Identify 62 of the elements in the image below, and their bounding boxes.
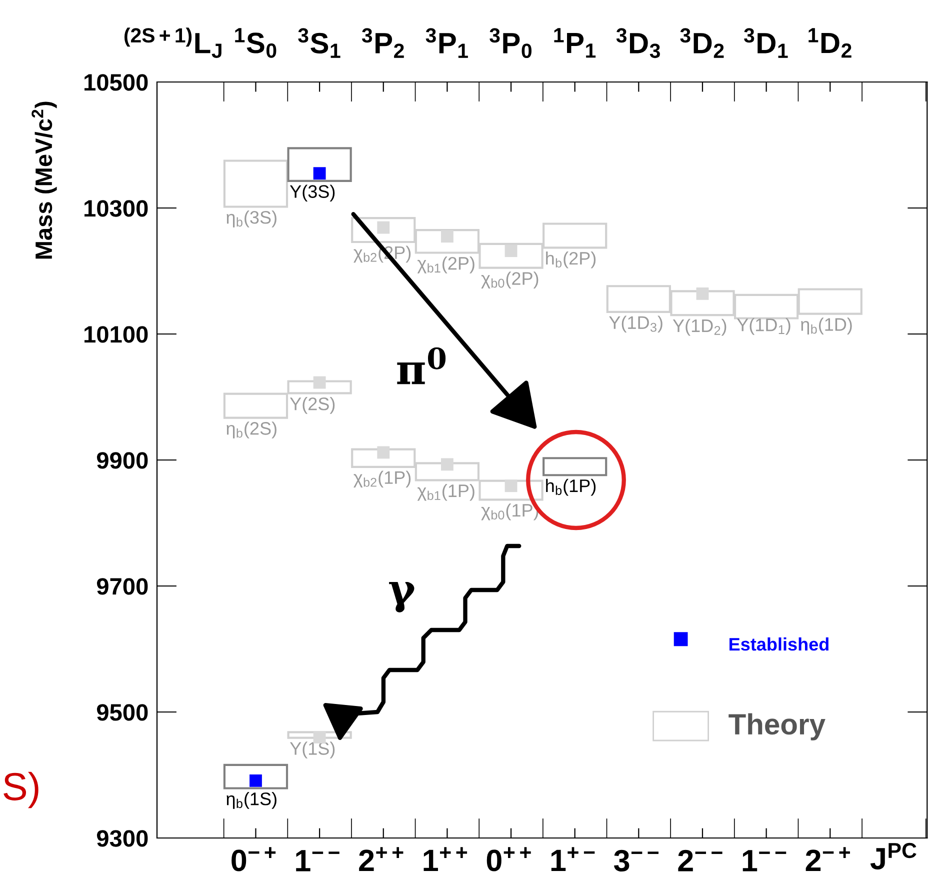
- annotation: h$_{b}$(2P): [546, 251, 596, 268]
- x-tick-label: 0$^{−+}$: [232, 847, 276, 872]
- point: [377, 221, 390, 234]
- text: $^{1}$P$_{1}$: [554, 28, 596, 58]
- y-tick-label: 10500: [84, 74, 148, 91]
- y-axis-title: Mass (MeV/c$^{2}$): [32, 102, 57, 259]
- annotation: η$_{b}$(2S): [226, 422, 276, 438]
- text: S): [4, 772, 38, 808]
- x-tick-label: 1$^{−−}$: [296, 850, 340, 872]
- point: [250, 774, 262, 787]
- legend-label: Established: [730, 637, 828, 651]
- text: $^{1}$S$_{0}$: [235, 28, 276, 58]
- annotation: η$_{b}$(1D): [801, 318, 852, 334]
- point: [313, 167, 326, 180]
- point: [440, 230, 454, 243]
- y-tick-label: 9700: [96, 578, 148, 595]
- y-tick-label: 10100: [84, 326, 148, 343]
- text: $^{3}$P$_{2}$: [362, 28, 404, 58]
- x-tick-label: 0$^{++}$: [486, 847, 531, 872]
- x-tick-label: 2$^{++}$: [359, 847, 404, 871]
- legend-label: Theory: [728, 713, 826, 740]
- annotation: γ: [389, 582, 414, 612]
- x-tick-label: 3$^{−−}$: [614, 850, 658, 872]
- annotation: Υ(1D$_{1}$): [737, 318, 790, 335]
- point: [440, 458, 454, 471]
- annotation: χ$_{b1}$(1P): [417, 484, 474, 501]
- x-tick-label: 1$^{−−}$: [742, 850, 786, 872]
- annotation: Υ(3S): [290, 184, 335, 202]
- annotation: π$^{0}$: [397, 347, 446, 384]
- text: $^{3}$D$_{1}$: [744, 28, 788, 58]
- text: $^{(2S+1)}$L$_{J}$: [124, 28, 222, 58]
- y-tick-label: 9300: [96, 830, 148, 847]
- annotation: η$_{b}$(1S): [226, 792, 276, 809]
- annotation: χ$_{b1}$(2P): [417, 256, 474, 274]
- annotation: Υ(2S): [290, 397, 335, 414]
- text: $^{3}$P$_{0}$: [490, 28, 532, 58]
- point: [504, 480, 518, 492]
- text: $^{3}$P$_{1}$: [426, 28, 468, 58]
- point: [377, 446, 390, 459]
- annotation: Υ(1D$_{2}$): [672, 318, 726, 336]
- x-tick-label: 2$^{−+}$: [806, 847, 850, 871]
- annotation: h$_{b}$(1P): [546, 478, 596, 496]
- point: [504, 244, 518, 258]
- point: [313, 376, 326, 389]
- annotation: Υ(1S): [290, 742, 335, 758]
- text: $^{3}$D$_{2}$: [680, 28, 724, 58]
- text: $^{1}$D$_{2}$: [808, 28, 852, 58]
- x-tick-label: 1$^{+−}$: [551, 847, 595, 871]
- y-tick-label: 10300: [84, 200, 148, 217]
- annotation: χ$_{b2}$(1P): [354, 470, 411, 488]
- text: $^{3}$D$_{3}$: [616, 28, 660, 58]
- x-tick-label: 1$^{++}$: [424, 847, 468, 871]
- text: $^{3}$S$_{1}$: [298, 28, 340, 58]
- x-tick-label: 2$^{−−}$: [678, 850, 722, 872]
- y-tick-label: 9900: [96, 452, 148, 469]
- bar: [287, 147, 352, 182]
- point: [696, 287, 709, 300]
- y-tick-label: 9500: [96, 704, 148, 721]
- annotation: Υ(1D$_{3}$): [609, 316, 662, 333]
- annotation: χ$_{b0}$(2P): [481, 272, 538, 288]
- annotation: η$_{b}$(3S): [226, 210, 276, 228]
- x-axis-title: J$^{PC}$: [870, 842, 916, 870]
